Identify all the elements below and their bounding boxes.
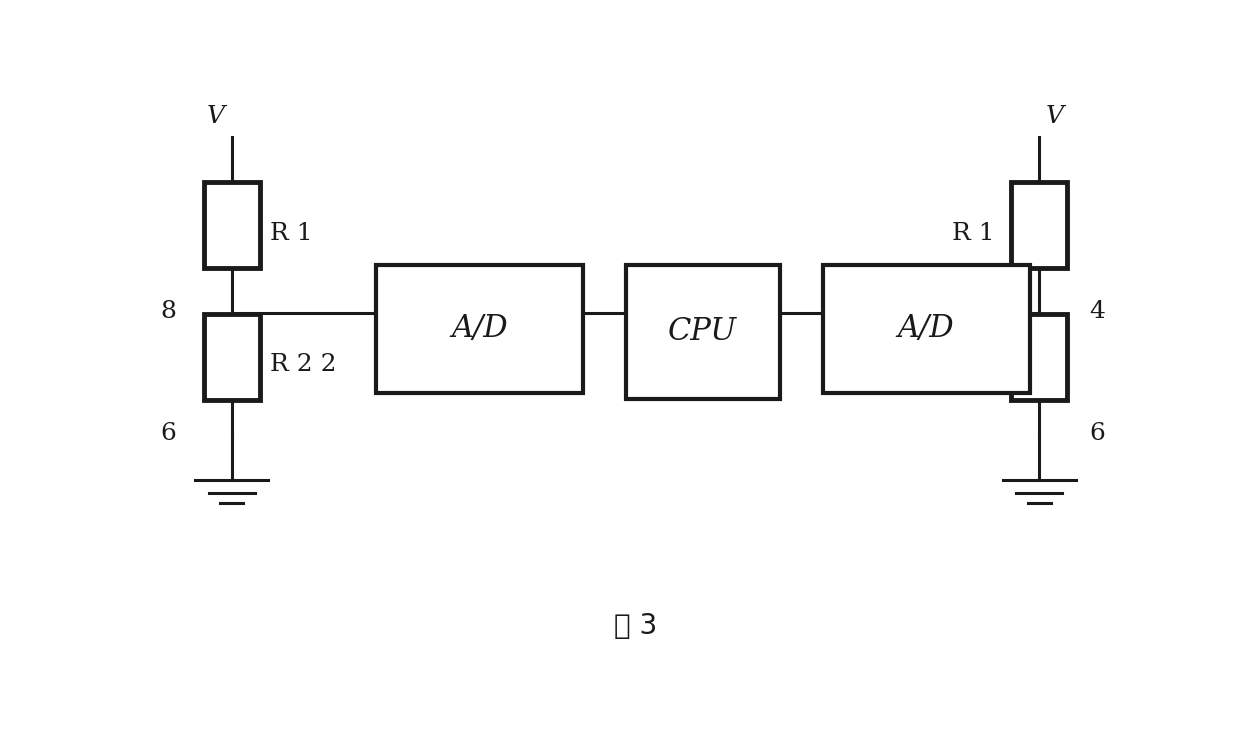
Bar: [205, 314, 259, 400]
Text: CPU: CPU: [668, 316, 738, 347]
Text: 图 3: 图 3: [614, 612, 657, 640]
Bar: [1012, 314, 1066, 400]
Text: 8: 8: [160, 300, 176, 323]
Text: R 1: R 1: [952, 221, 994, 245]
Text: R 2 2: R 2 2: [270, 353, 337, 377]
Text: V: V: [1045, 106, 1064, 128]
Bar: [626, 265, 780, 399]
Bar: [205, 182, 259, 268]
Text: R 2 1: R 2 1: [929, 353, 994, 377]
Text: 6: 6: [1089, 422, 1105, 445]
Text: A/D: A/D: [898, 313, 955, 344]
Bar: [1012, 182, 1066, 268]
Text: A/D: A/D: [451, 313, 507, 344]
Text: 6: 6: [160, 422, 176, 445]
Bar: [376, 265, 583, 393]
Text: 4: 4: [1089, 300, 1105, 323]
Text: V: V: [207, 106, 224, 128]
Text: R 1: R 1: [270, 221, 312, 245]
Bar: [823, 265, 1029, 393]
